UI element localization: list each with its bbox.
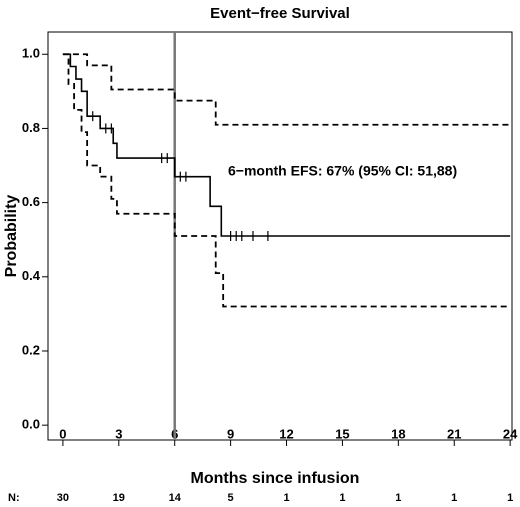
survival-curve	[62, 53, 511, 126]
plot-frame	[47, 31, 513, 441]
survival-curve	[62, 53, 511, 308]
risk-count: 1	[283, 492, 289, 504]
x-tick-label: 15	[335, 426, 349, 441]
y-axis-label: Probability	[3, 195, 20, 278]
risk-label: N:	[8, 492, 20, 504]
y-tick-label: 0.4	[22, 268, 41, 283]
risk-count: 1	[507, 492, 513, 504]
y-tick-label: 0.6	[22, 194, 40, 209]
x-axis-label: Months since infusion	[191, 470, 360, 487]
risk-count: 1	[451, 492, 457, 504]
survival-curve	[62, 53, 511, 237]
risk-count: 1	[339, 492, 345, 504]
x-tick-label: 12	[279, 426, 293, 441]
x-tick-label: 9	[227, 426, 234, 441]
chart-title: Event−free Survival	[210, 5, 350, 22]
risk-count: 19	[113, 492, 125, 504]
x-tick-label: 3	[115, 426, 122, 441]
risk-count: 30	[57, 492, 69, 504]
risk-count: 5	[228, 492, 234, 504]
x-tick-label: 0	[59, 426, 66, 441]
risk-count: 1	[395, 492, 401, 504]
x-tick-label: 24	[503, 426, 518, 441]
x-tick-label: 21	[447, 426, 461, 441]
x-tick-label: 18	[391, 426, 405, 441]
y-tick-label: 0.0	[22, 417, 40, 432]
risk-count: 14	[169, 492, 182, 504]
y-tick-label: 0.8	[22, 120, 40, 135]
annotation: 6−month EFS: 67% (95% CI: 51,88)	[228, 163, 457, 179]
y-tick-label: 1.0	[22, 46, 40, 61]
y-tick-label: 0.2	[22, 342, 40, 357]
